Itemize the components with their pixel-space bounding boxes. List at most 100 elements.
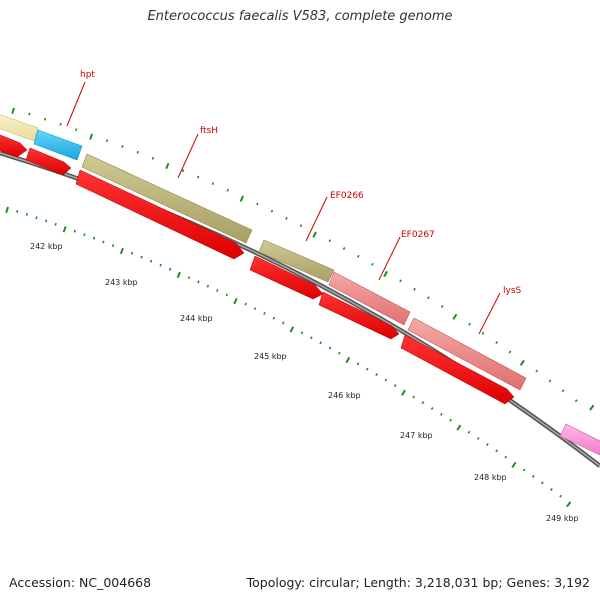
major-tick — [289, 326, 295, 333]
minor-tick — [481, 331, 485, 335]
minor-tick — [121, 145, 124, 148]
cds-arrow-3[interactable] — [75, 169, 245, 260]
ruler-label-243: 243 kbp — [105, 278, 138, 287]
gene-label-ftsH[interactable]: ftsH — [200, 126, 218, 136]
genome-backbone — [0, 150, 600, 468]
ruler-label-247: 247 kbp — [400, 431, 433, 440]
minor-tick — [75, 128, 78, 132]
gene-label-EF0267[interactable]: EF0267 — [401, 230, 435, 240]
minor-tick — [25, 213, 29, 216]
major-tick — [401, 389, 406, 396]
genome-summary-text: Topology: circular; Length: 3,218,031 bp… — [246, 575, 590, 590]
minor-tick — [102, 240, 105, 244]
minor-tick — [356, 362, 360, 366]
cds-arrow-4[interactable] — [249, 255, 324, 300]
cds-arrow-5[interactable] — [318, 291, 400, 340]
map-title: Enterococcus faecalis V583, complete gen… — [147, 9, 453, 24]
minor-tick — [35, 216, 38, 220]
minor-tick — [225, 293, 229, 297]
minor-tick — [357, 254, 360, 258]
minor-tick — [412, 395, 415, 399]
minor-tick — [253, 307, 257, 311]
minor-tick — [504, 455, 508, 459]
minor-tick — [73, 229, 76, 233]
gene-bar-hpt[interactable] — [33, 129, 83, 161]
minor-tick — [105, 139, 109, 143]
minor-tick — [181, 169, 185, 173]
major-tick — [511, 461, 517, 468]
minor-tick — [263, 311, 266, 315]
minor-tick — [226, 188, 230, 192]
minor-tick — [285, 216, 288, 220]
major-tick — [239, 195, 245, 202]
gene-label-lysS[interactable]: lysS — [503, 286, 522, 296]
minor-tick — [299, 224, 303, 228]
ruler-label-242: 242 kbp — [30, 242, 63, 251]
cds-arrow-2[interactable] — [25, 147, 72, 176]
cds-arrow-1[interactable] — [0, 134, 28, 158]
minor-tick — [328, 239, 332, 243]
minor-tick — [393, 384, 397, 388]
outer-tick-track — [11, 107, 595, 411]
gene-bar-partial-left[interactable] — [0, 114, 39, 142]
minor-tick — [476, 436, 480, 440]
minor-tick — [365, 367, 369, 371]
ruler-label-249: 249 kbp — [546, 514, 579, 523]
major-tick — [176, 271, 181, 279]
gene-bar-partial-right[interactable] — [559, 423, 600, 456]
gene-bar-ftsH[interactable] — [81, 153, 253, 244]
minor-tick — [197, 280, 200, 284]
minor-tick — [216, 289, 219, 293]
minor-tick — [468, 322, 471, 326]
minor-tick — [540, 481, 544, 485]
gene-bar-EF0267[interactable] — [328, 271, 411, 326]
minor-tick — [486, 443, 489, 447]
minor-tick — [508, 350, 512, 354]
ruler-label-245: 245 kbp — [254, 352, 287, 361]
major-tick — [345, 356, 351, 364]
cds-arrow-6[interactable] — [400, 334, 515, 405]
minor-tick — [83, 233, 86, 237]
minor-tick — [256, 202, 259, 206]
major-tick — [5, 206, 9, 214]
minor-tick — [43, 117, 47, 121]
minor-tick — [426, 296, 430, 300]
minor-tick — [140, 255, 143, 259]
gene-leaders — [66, 81, 501, 335]
minor-tick — [272, 316, 276, 320]
minor-tick — [130, 251, 134, 255]
major-tick — [233, 297, 238, 305]
minor-tick — [449, 418, 452, 422]
minor-tick — [375, 373, 378, 377]
minor-tick — [270, 209, 274, 213]
minor-tick — [440, 304, 444, 308]
minor-tick — [548, 379, 552, 383]
gene-label-EF0266[interactable]: EF0266 — [330, 191, 364, 201]
gene-bar-EF0266[interactable] — [258, 239, 335, 283]
gene-bar-lysS[interactable] — [407, 317, 527, 391]
minor-tick — [535, 369, 539, 373]
ruler-label-248: 248 kbp — [474, 473, 507, 482]
gene-label-hpt[interactable]: hpt — [80, 70, 95, 80]
ruler-label-246: 246 kbp — [328, 391, 361, 400]
minor-tick — [328, 346, 332, 350]
minor-tick — [531, 474, 535, 478]
minor-tick — [550, 488, 553, 491]
minor-tick — [44, 219, 48, 223]
minor-tick — [574, 399, 578, 403]
major-tick — [519, 359, 525, 366]
minor-tick — [244, 302, 247, 306]
minor-tick — [54, 222, 57, 226]
ruler-label-244: 244 kbp — [180, 314, 213, 323]
major-tick — [11, 107, 15, 115]
ruler-tick-track — [5, 206, 572, 508]
cds-track — [0, 134, 515, 405]
major-tick — [119, 247, 124, 255]
minor-tick — [59, 122, 62, 126]
major-tick — [312, 231, 317, 238]
minor-tick — [159, 263, 162, 267]
major-tick — [456, 424, 462, 431]
minor-tick — [92, 236, 96, 240]
minor-tick — [371, 262, 374, 266]
